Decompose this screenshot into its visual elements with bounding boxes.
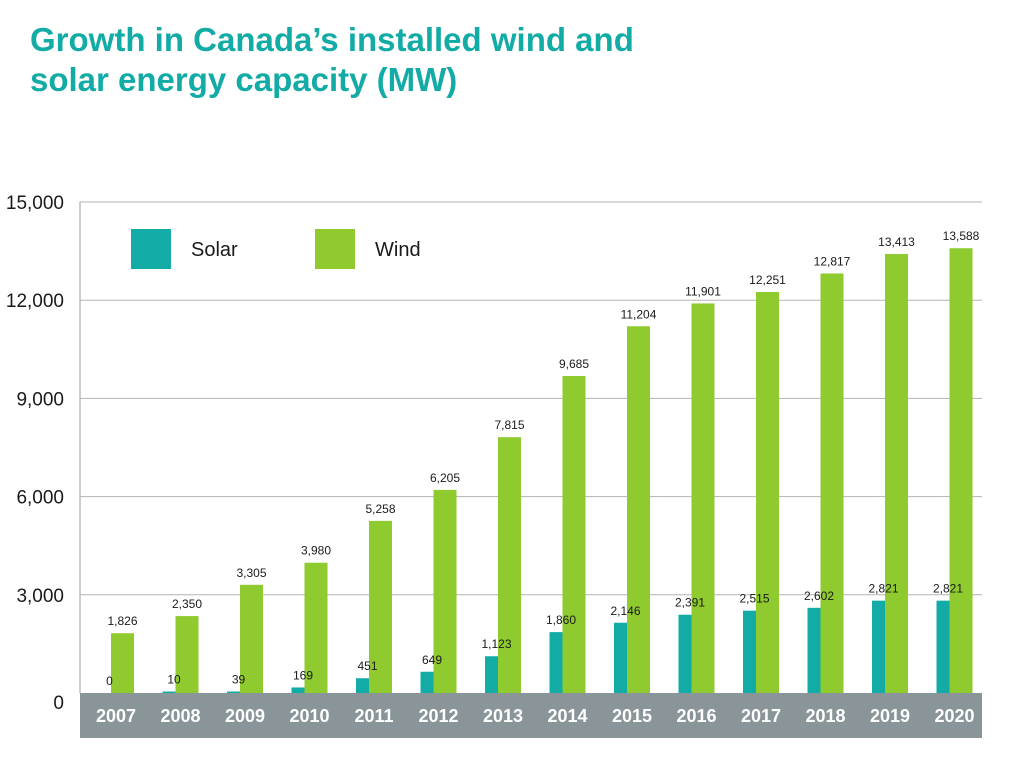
y-tick-label: 9,000 [16, 389, 64, 410]
bar-wind-2014 [562, 375, 586, 693]
bar-wind-2009 [240, 584, 263, 693]
x-tick-label: 2017 [741, 706, 781, 726]
bar-wind-2011 [369, 520, 392, 693]
data-label-wind-2009: 3,305 [236, 566, 266, 580]
bar-wind-2012 [433, 489, 457, 693]
data-label-wind-2018: 12,817 [814, 254, 851, 268]
data-label-wind-2011: 5,258 [365, 502, 395, 516]
x-tick-label: 2011 [354, 706, 393, 726]
x-tick-label: 2013 [483, 706, 523, 726]
bar-wind-2015 [627, 326, 650, 693]
x-tick-label: 2018 [805, 706, 845, 726]
data-label-solar-2017: 2,515 [739, 592, 769, 606]
bar-wind-2007 [111, 633, 134, 693]
y-tick-label: 12,000 [6, 291, 64, 312]
data-label-wind-2007: 1,826 [107, 614, 137, 628]
bar-wind-2008 [175, 616, 199, 693]
bar-wind-2010 [304, 562, 328, 693]
bars [111, 248, 973, 693]
gridlines [79, 201, 982, 693]
data-label-solar-2012: 649 [422, 653, 442, 667]
x-tick-label: 2007 [96, 706, 136, 726]
x-tick-label: 2016 [676, 706, 716, 726]
chart-title: Growth in Canada’s installed wind and so… [30, 20, 790, 100]
y-tick-label: 3,000 [16, 586, 64, 607]
data-label-solar-2014: 1,860 [546, 613, 576, 627]
data-label-wind-2020: 13,588 [943, 229, 980, 243]
bar-solar-2008 [162, 691, 186, 693]
bar-wind-2016 [691, 303, 715, 693]
data-label-wind-2015: 11,204 [621, 307, 657, 321]
data-label-wind-2017: 12,251 [749, 273, 786, 287]
legend-label-solar: Solar [191, 239, 238, 261]
x-tick-label: 2012 [418, 706, 458, 726]
chart-title-line-2: solar energy capacity (MW) [30, 61, 458, 98]
data-label-solar-2019: 2,821 [868, 582, 898, 596]
bar-wind-2020 [949, 248, 973, 693]
legend: Solar Wind [131, 229, 421, 269]
y-tick-label: 0 [53, 693, 64, 714]
x-axis: 2007 2008 2009 2010 2011 2012 2013 2014 2015 2016… [80, 693, 982, 738]
data-label-wind-2008: 2,350 [172, 597, 202, 611]
data-label-solar-2011: 451 [357, 659, 377, 673]
data-label-solar-2007: 0 [106, 674, 113, 688]
x-tick-label: 2010 [289, 706, 329, 726]
chart-title-line-1: Growth in Canada’s installed wind and [30, 21, 634, 58]
x-tick-label: 2014 [547, 706, 587, 726]
x-axis-band [80, 693, 982, 738]
bar-solar-2009 [227, 691, 250, 693]
data-label-wind-2014: 9,685 [559, 357, 589, 371]
legend-swatch-wind [315, 229, 355, 269]
data-label-solar-2018: 2,602 [804, 589, 834, 603]
data-label-solar-2010: 169 [293, 668, 313, 682]
bar-wind-2013 [498, 437, 521, 693]
data-label-solar-2020: 2,821 [933, 582, 963, 596]
x-tick-label: 2019 [870, 706, 910, 726]
data-label-wind-2012: 6,205 [430, 471, 460, 485]
bar-wind-2017 [756, 291, 779, 693]
x-tick-label: 2015 [612, 706, 652, 726]
data-label-solar-2016: 2,391 [675, 596, 705, 610]
legend-label-wind: Wind [375, 239, 421, 261]
bar-wind-2018 [820, 273, 844, 693]
data-label-wind-2019: 13,413 [878, 235, 915, 249]
data-label-solar-2008: 10 [167, 673, 181, 687]
data-label-wind-2010: 3,980 [301, 544, 331, 558]
legend-swatch-solar [131, 229, 171, 269]
data-label-wind-2013: 7,815 [494, 418, 524, 432]
x-tick-label: 2009 [225, 706, 265, 726]
data-label-wind-2016: 11,901 [685, 284, 721, 298]
data-label-solar-2009: 39 [232, 673, 246, 687]
bar-solar-2010 [291, 687, 315, 693]
x-tick-label: 2020 [934, 706, 974, 726]
bar-wind-2019 [885, 253, 908, 693]
data-labels: 0 1,826 10 2,350 39 3,305 169 3,980 451 5,258 649 6… [106, 229, 980, 688]
y-tick-label: 15,000 [6, 193, 64, 214]
y-tick-label: 6,000 [16, 488, 64, 509]
y-axis-ticks: 0 3,000 6,000 9,000 12,000 15,000 [6, 193, 64, 714]
data-label-solar-2013: 1,123 [481, 637, 511, 651]
x-tick-label: 2008 [160, 706, 200, 726]
data-label-solar-2015: 2,146 [610, 604, 640, 618]
